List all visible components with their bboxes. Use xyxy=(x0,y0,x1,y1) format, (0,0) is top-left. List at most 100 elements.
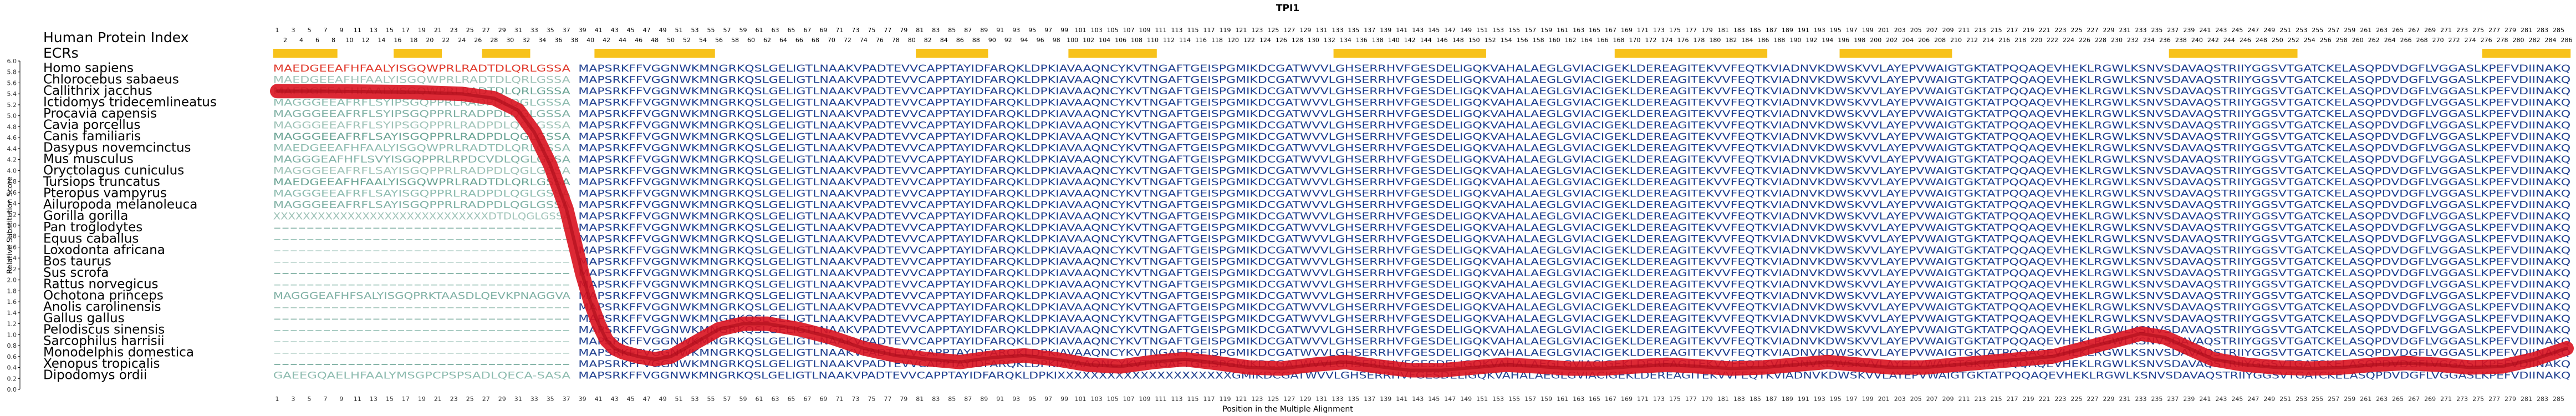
index-tick-label: 30 xyxy=(506,37,514,44)
index-tick-label: 102 xyxy=(1083,37,1094,44)
x-tick-label: 65 xyxy=(787,395,795,403)
index-tick-label: 99 xyxy=(1060,27,1068,34)
species-label: Homo sapiens xyxy=(43,61,134,75)
index-tick-label: 215 xyxy=(1991,27,2002,34)
index-tick-label: 184 xyxy=(1741,37,1753,44)
index-tick-label: 37 xyxy=(563,27,570,34)
index-tick-label: 79 xyxy=(900,27,907,34)
x-tick-label: 281 xyxy=(2521,395,2532,403)
index-tick-label: 113 xyxy=(1171,27,1183,34)
index-tick-label: 94 xyxy=(1021,37,1028,44)
alignment-prefix: ------------------------------------ xyxy=(273,268,570,279)
y-tick-label: 4.2 xyxy=(7,156,17,164)
x-tick-label: 157 xyxy=(1524,395,1536,403)
x-tick-label: 237 xyxy=(2167,395,2179,403)
x-tick-label: 267 xyxy=(2408,395,2420,403)
index-tick-label: 17 xyxy=(402,27,410,34)
index-tick-label: 76 xyxy=(876,37,884,44)
alignment-sequence: MAPSRKFFVGGNWKMNGRKQSLGELIGTLNAAKVPADTEV… xyxy=(578,222,2570,234)
x-tick-label: 263 xyxy=(2376,395,2388,403)
y-tick-label: 3.2 xyxy=(7,211,17,218)
x-tick-label: 139 xyxy=(1380,395,1391,403)
index-tick-label: 139 xyxy=(1380,27,1391,34)
x-tick-label: 47 xyxy=(643,395,651,403)
ecrs-label: ECRs xyxy=(43,45,79,61)
x-tick-label: 3 xyxy=(291,395,295,403)
index-tick-label: 42 xyxy=(603,37,610,44)
index-tick-label: 80 xyxy=(908,37,916,44)
index-tick-label: 66 xyxy=(795,37,803,44)
index-tick-label: 259 xyxy=(2344,27,2355,34)
x-tick-label: 71 xyxy=(835,395,843,403)
index-tick-label: 235 xyxy=(2151,27,2162,34)
index-tick-label: 16 xyxy=(394,37,401,44)
index-tick-label: 258 xyxy=(2336,37,2348,44)
species-label: Pelodiscus sinensis xyxy=(43,323,165,337)
index-tick-label: 91 xyxy=(996,27,1004,34)
index-tick-label: 59 xyxy=(739,27,747,34)
x-tick-label: 211 xyxy=(1958,395,1970,403)
index-tick-label: 234 xyxy=(2143,37,2155,44)
index-tick-label: 169 xyxy=(1621,27,1633,34)
x-tick-label: 159 xyxy=(1541,395,1552,403)
index-tick-label: 23 xyxy=(450,27,458,34)
index-tick-label: 63 xyxy=(771,27,779,34)
index-tick-label: 160 xyxy=(1549,37,1560,44)
index-tick-label: 217 xyxy=(2007,27,2018,34)
x-tick-label: 151 xyxy=(1476,395,1488,403)
y-tick-label: 3.4 xyxy=(7,200,17,207)
y-tick-label: 4.4 xyxy=(7,145,17,153)
alignment-sequence: MAPSRKFFVGGNWKMNGRKQSLGELIGTLNAAKVPADTEV… xyxy=(578,109,2570,120)
x-tick-label: 223 xyxy=(2055,395,2067,403)
index-tick-label: 208 xyxy=(1934,37,1946,44)
alignment-sequence: MAPSRKFFVGGNWKMNGRKQSLGELIGTLNAAKVPADTEV… xyxy=(578,131,2570,143)
ecr-bar xyxy=(2482,49,2571,58)
index-tick-label: 180 xyxy=(1709,37,1721,44)
alignment-prefix: MAGGGEEAFRFLSAYISGQPPRLRADPDLQGLGSSA xyxy=(273,131,571,143)
index-tick-label: 11 xyxy=(354,27,361,34)
x-tick-label: 147 xyxy=(1444,395,1456,403)
x-tick-label: 27 xyxy=(482,395,490,403)
index-tick-label: 72 xyxy=(844,37,851,44)
index-tick-label: 256 xyxy=(2320,37,2332,44)
index-tick-label: 20 xyxy=(426,37,433,44)
species-label: Procavia capensis xyxy=(43,106,157,121)
index-tick-label: 183 xyxy=(1733,27,1745,34)
index-tick-label: 148 xyxy=(1452,37,1464,44)
index-tick-label: 109 xyxy=(1139,27,1151,34)
index-tick-label: 65 xyxy=(787,27,795,34)
index-tick-label: 123 xyxy=(1251,27,1263,34)
alignment-sequence: MAPSRKFFVGGNWKMNGRKQSLGELIGTLNAAKVPADTEV… xyxy=(578,63,2570,74)
index-tick-label: 127 xyxy=(1283,27,1295,34)
x-tick-label: 119 xyxy=(1219,395,1231,403)
index-tick-label: 50 xyxy=(667,37,675,44)
index-tick-label: 262 xyxy=(2368,37,2380,44)
index-tick-label: 62 xyxy=(763,37,771,44)
x-tick-label: 61 xyxy=(755,395,763,403)
alignment-prefix: MAEDGEEAFHFAALYISGQWPRLRADTDLQRLGSSA xyxy=(273,143,571,154)
index-tick-label: 22 xyxy=(442,37,450,44)
index-tick-label: 266 xyxy=(2400,37,2412,44)
x-tick-label: 265 xyxy=(2392,395,2404,403)
index-tick-label: 97 xyxy=(1044,27,1052,34)
index-tick-label: 225 xyxy=(2071,27,2083,34)
index-tick-label: 9 xyxy=(339,27,343,34)
index-tick-label: 265 xyxy=(2392,27,2404,34)
x-tick-label: 31 xyxy=(514,395,522,403)
index-tick-label: 199 xyxy=(1862,27,1874,34)
index-tick-label: 106 xyxy=(1115,37,1126,44)
x-tick-label: 189 xyxy=(1782,395,1793,403)
index-tick-label: 161 xyxy=(1557,27,1568,34)
score-line-core xyxy=(276,89,2568,372)
species-label: Sarcophilus harrisii xyxy=(43,334,165,348)
species-label: Mus musculus xyxy=(43,152,134,166)
species-label: Pan troglodytes xyxy=(43,220,142,235)
index-tick-label: 70 xyxy=(828,37,835,44)
index-tick-label: 178 xyxy=(1693,37,1705,44)
index-tick-label: 193 xyxy=(1814,27,1825,34)
x-axis-label: Position in the Multiple Alignment xyxy=(1222,405,1353,414)
alignment-sequence: MAPSRKFFVGGNWKMNGRKQSLGELIGTLNAAKVPADTEV… xyxy=(578,98,2570,109)
index-tick-label: 15 xyxy=(386,27,394,34)
index-tick-label: 92 xyxy=(1004,37,1012,44)
